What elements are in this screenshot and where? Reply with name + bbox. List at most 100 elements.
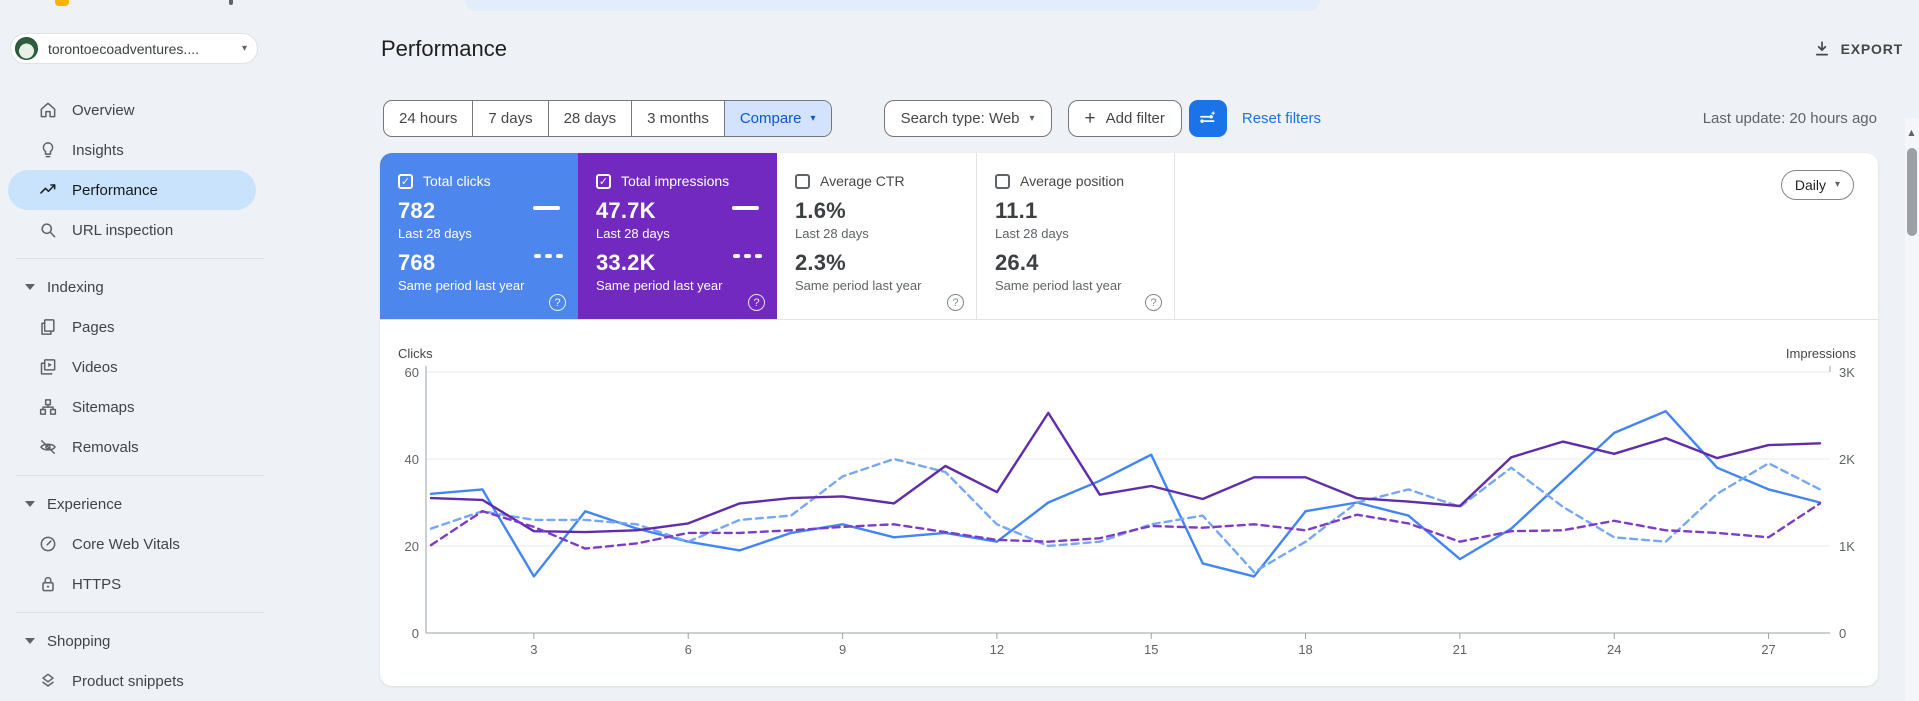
help-icon[interactable]: ? [947, 294, 964, 311]
position-current-value: 11.1 [995, 198, 1038, 223]
pages-icon [41, 319, 55, 335]
svg-text:21: 21 [1453, 642, 1467, 657]
property-logo [15, 37, 38, 60]
sidebar-divider [16, 258, 264, 259]
svg-text:20: 20 [405, 539, 419, 554]
search-type-dropdown[interactable]: Search type: Web ▾ [883, 100, 1052, 137]
chevron-down-icon: ▾ [241, 42, 247, 54]
chevron-down-icon: ▾ [810, 112, 816, 124]
sidebar-item-videos[interactable]: Videos [8, 347, 256, 387]
sidebar-item-product-snippets[interactable]: Product snippets [8, 661, 256, 701]
sidebar-item-insights[interactable]: Insights [8, 130, 256, 170]
performance-panel: ✓ Total clicks 782 Last 28 days 768 Same… [380, 153, 1878, 686]
plus-icon: + [1084, 108, 1096, 129]
svg-text:6: 6 [685, 642, 692, 657]
clicks-current-value: 782 [398, 198, 436, 223]
impressions-current-value: 47.7K [596, 198, 656, 223]
download-icon [1815, 41, 1828, 56]
svg-text:60: 60 [405, 365, 419, 380]
granularity-dropdown[interactable]: Daily ▾ [1780, 170, 1854, 200]
home-icon [40, 102, 56, 118]
svg-text:3K: 3K [1839, 365, 1855, 380]
sidebar-divider [16, 475, 264, 476]
chevron-down-icon: ▾ [1029, 112, 1035, 124]
svg-text:27: 27 [1761, 642, 1775, 657]
svg-text:40: 40 [405, 452, 419, 467]
impressions-previous-value: 33.2K [596, 250, 656, 275]
svg-text:2K: 2K [1839, 452, 1855, 467]
checkbox-checked[interactable]: ✓ [596, 173, 611, 189]
export-button[interactable]: EXPORT [1813, 40, 1903, 58]
svg-text:12: 12 [990, 642, 1004, 657]
previous-period-line-key [733, 254, 762, 258]
performance-line-chart: 0 20 40 60 0 1K 2K 3K 3 6 9 12 15 18 21 24 27 [405, 365, 1856, 657]
last-update-text: Last update: 20 hours ago [1702, 110, 1877, 127]
sitemap-icon [39, 399, 57, 415]
sidebar-item-performance[interactable]: Performance [8, 170, 256, 210]
sidebar-item-https[interactable]: HTTPS [8, 564, 256, 604]
collapse-triangle-icon [25, 638, 35, 644]
ctr-previous-value: 2.3% [795, 250, 846, 275]
checkbox-checked[interactable]: ✓ [398, 173, 413, 189]
eye-off-icon [40, 440, 56, 454]
range-chip-3-months[interactable]: 3 months [631, 101, 724, 136]
sidebar: torontoecoadventures.... ▾ Overview Insi… [0, 0, 264, 701]
current-period-line-key [533, 206, 560, 210]
search-bar-remnant [465, 0, 1320, 11]
property-selector[interactable]: torontoecoadventures.... ▾ [10, 33, 258, 64]
sidebar-item-overview[interactable]: Overview [8, 90, 256, 130]
sidebar-section-experience[interactable]: Experience [0, 484, 264, 524]
video-pages-icon [40, 359, 56, 375]
metric-cards-row: ✓ Total clicks 782 Last 28 days 768 Same… [380, 153, 1878, 320]
help-icon[interactable]: ? [748, 294, 765, 311]
collapse-triangle-icon [25, 501, 35, 507]
scrollbar-thumb[interactable] [1907, 148, 1917, 236]
metric-card-total-impressions[interactable]: ✓ Total impressions 47.7K Last 28 days 3… [578, 153, 777, 319]
previous-period-line-key [534, 254, 563, 258]
chevron-down-icon: ▾ [1834, 179, 1840, 190]
search-console-logo-fragment [55, 0, 69, 6]
range-chip-28-days[interactable]: 28 days [547, 101, 632, 136]
current-period-line-key [732, 206, 759, 210]
sidebar-item-pages[interactable]: Pages [8, 307, 256, 347]
trending-up-icon [40, 184, 56, 194]
svg-text:0: 0 [1839, 626, 1846, 641]
page-title: Performance [381, 36, 507, 61]
checkbox-unchecked[interactable] [995, 173, 1010, 189]
scrollbar-track[interactable] [1905, 118, 1919, 701]
help-icon[interactable]: ? [1145, 294, 1162, 311]
sidebar-item-sitemaps[interactable]: Sitemaps [8, 387, 256, 427]
svg-text:0: 0 [412, 626, 419, 641]
tune-sparkle-icon [1200, 110, 1216, 123]
filter-tune-button[interactable] [1188, 100, 1227, 137]
metric-card-average-position[interactable]: Average position 11.1 Last 28 days 26.4 … [976, 153, 1175, 319]
compare-chip[interactable]: Compare ▾ [723, 101, 831, 136]
sidebar-divider [16, 612, 264, 613]
checkbox-unchecked[interactable] [795, 173, 810, 189]
sidebar-nav: Overview Insights Performance URL inspec… [0, 90, 264, 701]
reset-filters-link[interactable]: Reset filters [1241, 110, 1322, 127]
metric-card-average-ctr[interactable]: Average CTR 1.6% Last 28 days 2.3% Same … [777, 153, 976, 319]
svg-text:3: 3 [530, 642, 537, 657]
svg-text:15: 15 [1144, 642, 1158, 657]
layers-icon [42, 673, 54, 687]
sidebar-item-core-web-vitals[interactable]: Core Web Vitals [8, 524, 256, 564]
scrollbar-up-arrow[interactable]: ▲ [1908, 128, 1915, 137]
position-previous-value: 26.4 [995, 250, 1039, 275]
add-filter-button[interactable]: + Add filter [1067, 100, 1182, 137]
sidebar-section-shopping[interactable]: Shopping [0, 621, 264, 661]
help-icon[interactable]: ? [549, 294, 566, 311]
clicks-previous-value: 768 [398, 250, 436, 275]
svg-text:18: 18 [1298, 642, 1312, 657]
lightbulb-icon [42, 142, 54, 158]
ctr-current-value: 1.6% [795, 198, 846, 223]
header-fragment [229, 0, 233, 5]
sidebar-item-removals[interactable]: Removals [8, 427, 256, 467]
range-chip-7-days[interactable]: 7 days [472, 101, 547, 136]
range-chip-24-hours[interactable]: 24 hours [399, 110, 458, 127]
collapse-triangle-icon [25, 284, 35, 290]
sidebar-section-indexing[interactable]: Indexing [0, 267, 264, 307]
metric-card-total-clicks[interactable]: ✓ Total clicks 782 Last 28 days 768 Same… [380, 153, 578, 319]
svg-text:1K: 1K [1839, 539, 1855, 554]
sidebar-item-url-inspection[interactable]: URL inspection [8, 210, 256, 250]
